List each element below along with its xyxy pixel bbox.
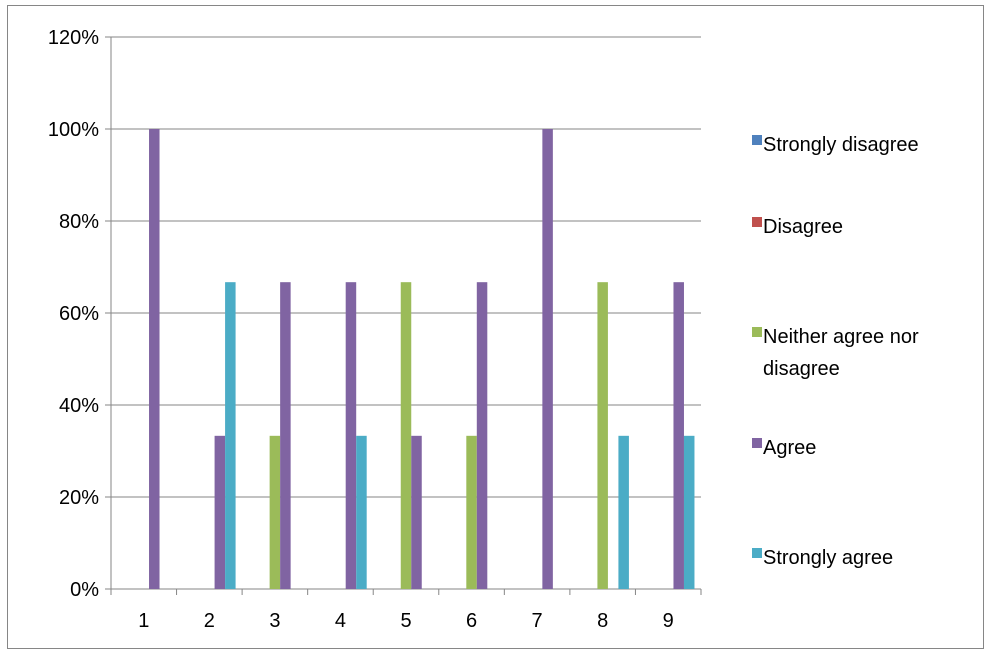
y-tick-label: 120%: [48, 27, 99, 49]
bar: [214, 435, 226, 589]
x-tick-label: 2: [204, 610, 215, 632]
bar: [411, 435, 422, 589]
legend-label: Strongly agree: [763, 547, 893, 569]
y-tick-label: 100%: [48, 119, 99, 141]
chart-frame: [7, 5, 984, 649]
bar: [225, 282, 236, 589]
bar: [280, 282, 291, 589]
y-tick-label: 80%: [59, 211, 99, 233]
bar: [673, 282, 684, 589]
bar: [400, 282, 412, 589]
bar: [345, 282, 357, 589]
legend-swatch: [752, 135, 762, 145]
legend-label: Neither agree nor: [763, 326, 919, 348]
y-tick-label: 40%: [59, 395, 99, 417]
legend-label: Agree: [763, 437, 816, 459]
bar: [149, 129, 160, 589]
x-tick-label: 9: [663, 610, 674, 632]
legend-label: disagree: [763, 358, 840, 380]
bar: [476, 282, 488, 589]
bar: [683, 435, 695, 589]
y-tick-label: 0%: [70, 579, 99, 601]
bar: [269, 435, 281, 589]
bar: [597, 282, 608, 589]
bar: [618, 435, 629, 589]
bar: [542, 129, 553, 589]
y-tick-label: 60%: [59, 303, 99, 325]
legend-swatch: [752, 327, 762, 337]
x-tick-label: 6: [466, 610, 477, 632]
bar: [466, 435, 477, 589]
legend-swatch: [752, 217, 762, 227]
legend-label: Disagree: [763, 216, 843, 238]
x-tick-label: 5: [400, 610, 411, 632]
x-tick-label: 3: [269, 610, 280, 632]
x-tick-label: 1: [138, 610, 149, 632]
y-tick-label: 20%: [59, 487, 99, 509]
x-tick-label: 7: [532, 610, 543, 632]
legend-swatch: [752, 438, 762, 448]
x-tick-label: 8: [597, 610, 608, 632]
legend-label: Strongly disagree: [763, 134, 919, 156]
bar: [356, 435, 367, 589]
x-tick-label: 4: [335, 610, 346, 632]
legend-swatch: [752, 548, 762, 558]
